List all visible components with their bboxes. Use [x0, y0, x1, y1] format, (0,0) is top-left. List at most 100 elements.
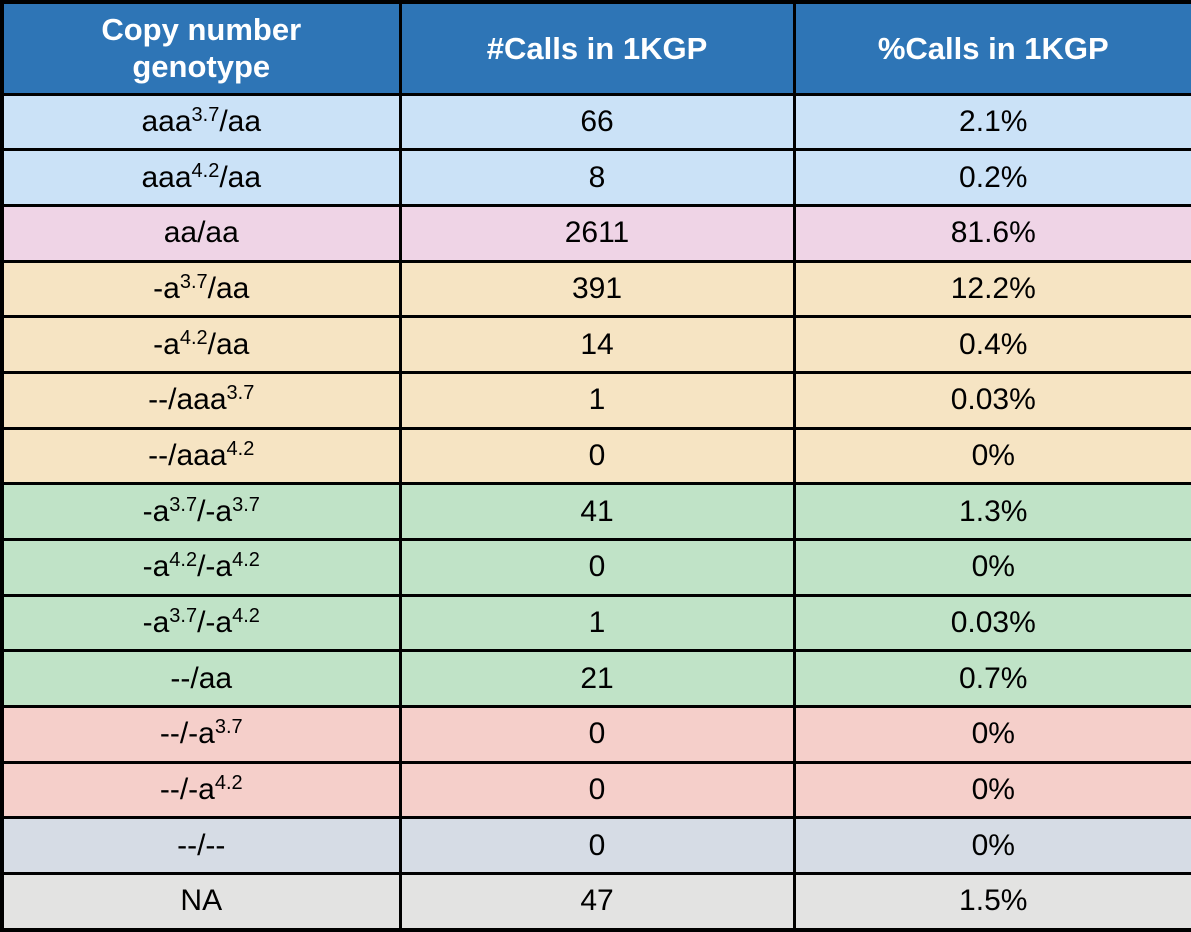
genotype-text: /aa [207, 327, 250, 361]
pct-cell: 0.4% [792, 315, 1191, 374]
genotype-text: -a [142, 494, 170, 528]
calls-cell: 0 [398, 537, 796, 597]
table-row: -a3.7/aa 391 12.2% [0, 259, 1191, 319]
table-row: aa/aa 2611 81.6% [0, 203, 1191, 263]
calls-cell: 391 [398, 259, 796, 319]
genotype-text: /aa [219, 160, 262, 194]
genotype-cell: --/-a4.2 [0, 760, 402, 820]
pct-cell: 0% [792, 760, 1191, 820]
genotype-superscript: 4.2 [191, 159, 220, 182]
table-row: -a3.7/-a3.7 41 1.3% [0, 482, 1191, 541]
pct-cell: 1.3% [792, 482, 1191, 541]
table-row: -a4.2/-a4.2 0 0% [0, 537, 1191, 597]
pct-cell: 0% [792, 816, 1191, 875]
genotype-cell: --/aaa4.2 [0, 426, 402, 486]
pct-cell: 81.6% [792, 203, 1191, 263]
table-row: --/-- 0 0% [0, 816, 1191, 875]
genotype-superscript: 4.2 [179, 326, 208, 349]
table-row: aaa3.7/aa 66 2.1% [0, 92, 1191, 152]
calls-cell: 0 [398, 704, 796, 764]
genotype-cell: NA [0, 871, 402, 932]
col-header-genotype-label: Copy number genotype [101, 12, 302, 85]
genotype-text: --/-a [159, 717, 215, 751]
calls-cell: 47 [398, 871, 796, 932]
genotype-superscript: 3.7 [179, 270, 208, 293]
col-header-calls-label: #Calls in 1KGP [486, 30, 708, 66]
genotype-cell: -a3.7/-a3.7 [0, 482, 402, 541]
genotype-cell: --/aaa3.7 [0, 370, 402, 430]
genotype-cell: -a4.2/aa [0, 315, 402, 374]
table-row: --/aaa3.7 1 0.03% [0, 370, 1191, 430]
col-header-genotype: Copy number genotype [0, 0, 402, 96]
calls-cell: 14 [398, 315, 796, 374]
calls-cell: 1 [398, 370, 796, 430]
genotype-superscript: 3.7 [214, 716, 243, 739]
pct-cell: 0% [792, 704, 1191, 764]
genotype-text: /-a [197, 550, 233, 584]
calls-cell: 21 [398, 649, 796, 708]
pct-cell: 0% [792, 426, 1191, 486]
genotype-text: --/-- [177, 828, 226, 862]
col-header-pct-label: %Calls in 1KGP [877, 30, 1109, 66]
genotype-cell: -a3.7/-a4.2 [0, 593, 402, 653]
table-row: --/-a4.2 0 0% [0, 760, 1191, 820]
calls-cell: 8 [398, 148, 796, 207]
pct-cell: 2.1% [792, 92, 1191, 152]
genotype-text: /aa [219, 104, 262, 138]
genotype-cell: aa/aa [0, 203, 402, 263]
genotype-text: -a [153, 327, 180, 361]
calls-cell: 2611 [398, 203, 796, 263]
calls-cell: 0 [398, 760, 796, 820]
genotype-text: aaa [141, 104, 192, 138]
genotype-cell: --/-a3.7 [0, 704, 402, 764]
table-row: --/aaa4.2 0 0% [0, 426, 1191, 486]
genotype-superscript: 4.2 [226, 437, 255, 460]
pct-cell: 0.03% [792, 370, 1191, 430]
genotype-text: --/aa [170, 661, 233, 695]
table-body: aaa3.7/aa 66 2.1% aaa4.2/aa 8 0.2% aa/aa 2611 81… [0, 92, 1191, 932]
genotype-text: /-a [197, 605, 233, 639]
table-row: NA 47 1.5% [0, 871, 1191, 932]
pct-cell: 1.5% [792, 871, 1191, 932]
genotype-text: --/-a [159, 772, 215, 806]
genotype-text: --/aaa [148, 383, 227, 417]
genotype-superscript: 4.2 [169, 549, 198, 572]
genotype-text: -a [153, 271, 180, 305]
genotype-text: --/aaa [148, 438, 227, 472]
genotype-superscript: 3.7 [169, 604, 198, 627]
genotype-text: NA [180, 884, 223, 918]
table-row: --/aa 21 0.7% [0, 649, 1191, 708]
pct-cell: 0.7% [792, 649, 1191, 708]
genotype-cell: aaa3.7/aa [0, 92, 402, 152]
genotype-text: /-a [197, 494, 233, 528]
genotype-superscript: 4.2 [214, 771, 243, 794]
col-header-calls: #Calls in 1KGP [398, 0, 796, 96]
table-row: -a4.2/aa 14 0.4% [0, 315, 1191, 374]
pct-cell: 12.2% [792, 259, 1191, 319]
header-row: Copy number genotype #Calls in 1KGP %Cal… [0, 0, 1191, 96]
calls-cell: 0 [398, 816, 796, 875]
genotype-superscript: 3.7 [226, 382, 255, 405]
genotype-text: /aa [207, 271, 250, 305]
calls-cell: 41 [398, 482, 796, 541]
genotype-superscript: 3.7 [191, 103, 220, 126]
pct-cell: 0.03% [792, 593, 1191, 653]
table-row: -a3.7/-a4.2 1 0.03% [0, 593, 1191, 653]
genotype-text: aa/aa [163, 216, 239, 250]
genotype-superscript: 4.2 [232, 604, 260, 627]
genotype-superscript: 3.7 [232, 493, 260, 516]
pct-cell: 0% [792, 537, 1191, 597]
table-row: aaa4.2/aa 8 0.2% [0, 148, 1191, 207]
genotype-superscript: 4.2 [232, 549, 260, 572]
genotype-superscript: 3.7 [169, 493, 198, 516]
genotype-cell: -a4.2/-a4.2 [0, 537, 402, 597]
genotype-text: aaa [141, 160, 192, 194]
col-header-pct: %Calls in 1KGP [792, 0, 1191, 96]
calls-cell: 66 [398, 92, 796, 152]
calls-cell: 1 [398, 593, 796, 653]
genotype-cell: --/aa [0, 649, 402, 708]
genotype-text: -a [142, 550, 170, 584]
genotype-text: -a [142, 605, 170, 639]
pct-cell: 0.2% [792, 148, 1191, 207]
